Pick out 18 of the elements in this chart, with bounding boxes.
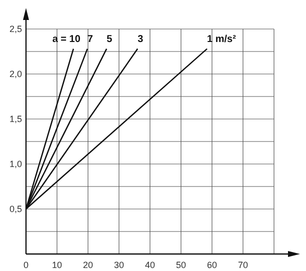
x-tick-label: 60 xyxy=(206,260,218,270)
series-label: 5 xyxy=(106,34,113,45)
series-label: 3 xyxy=(138,34,144,45)
series-label: a = 10 xyxy=(52,34,81,45)
x-tick-label: 30 xyxy=(114,260,124,270)
x-tick-label: 50 xyxy=(176,260,186,270)
x-tick-label: 20 xyxy=(82,260,94,270)
y-tick-label: 2,5 xyxy=(9,24,22,34)
x-tick-label: 0 xyxy=(23,260,29,270)
y-tick-label: 2,0 xyxy=(9,69,22,79)
y-tick-label: 0,5 xyxy=(9,204,22,214)
x-tick-label: 10 xyxy=(52,260,62,270)
series-label: 7 xyxy=(87,34,94,45)
x-tick-label: 40 xyxy=(144,260,156,270)
x-tick-label: 70 xyxy=(238,260,248,270)
series-label: 1 m/s² xyxy=(207,34,237,45)
y-tick-label: 1,0 xyxy=(9,159,22,169)
y-tick-label: 1,5 xyxy=(9,114,22,124)
